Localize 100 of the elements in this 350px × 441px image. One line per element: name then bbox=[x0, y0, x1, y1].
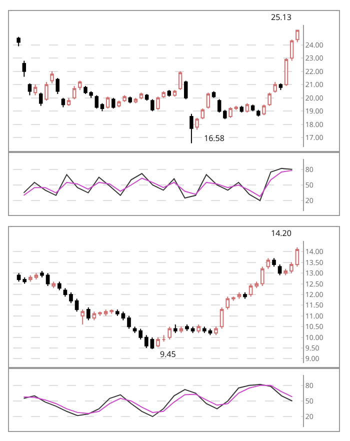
candlestick bbox=[295, 246, 300, 268]
candlestick bbox=[173, 324, 178, 334]
text: 25.13 bbox=[271, 12, 292, 23]
candlestick bbox=[217, 98, 222, 114]
candlestick bbox=[268, 92, 272, 106]
candlestick bbox=[74, 298, 79, 312]
candlestick bbox=[80, 308, 85, 325]
candlestick bbox=[223, 109, 227, 120]
candlestick bbox=[250, 104, 255, 112]
candlestick bbox=[296, 29, 300, 43]
candlestick bbox=[156, 96, 160, 110]
candlestick bbox=[202, 326, 206, 334]
candlestick bbox=[94, 94, 99, 110]
candlestick bbox=[284, 268, 288, 276]
candlestick bbox=[134, 97, 138, 104]
candlestick bbox=[72, 86, 76, 100]
annotation: 16.58 bbox=[204, 133, 225, 144]
candlestick bbox=[179, 326, 184, 334]
candlestick bbox=[86, 306, 90, 321]
candlestick bbox=[112, 97, 116, 110]
candlestick bbox=[178, 70, 182, 90]
candlestick bbox=[104, 308, 108, 316]
candlestick bbox=[132, 326, 137, 334]
candlestick bbox=[22, 60, 26, 78]
candlestick bbox=[150, 336, 154, 350]
candlestick bbox=[208, 328, 212, 336]
candlestick bbox=[127, 315, 131, 330]
candlestick bbox=[144, 93, 149, 102]
candlestick bbox=[220, 306, 224, 330]
candlestick bbox=[240, 105, 244, 114]
candlestick bbox=[63, 288, 68, 298]
candlestick bbox=[167, 89, 172, 98]
annotation: 9.45 bbox=[160, 349, 176, 360]
candlestick bbox=[138, 328, 143, 340]
line-series bbox=[23, 170, 293, 197]
candlestick bbox=[278, 82, 283, 90]
candlestick bbox=[289, 262, 294, 274]
candlestick bbox=[212, 90, 216, 98]
candlestick bbox=[66, 97, 71, 106]
candlestick bbox=[245, 102, 250, 114]
candlestick bbox=[150, 98, 154, 112]
candlestick bbox=[121, 311, 126, 321]
candlestick bbox=[260, 266, 264, 286]
candlestick bbox=[28, 82, 32, 96]
candlestick bbox=[128, 96, 132, 104]
candlestick bbox=[196, 324, 201, 334]
candlestick bbox=[33, 84, 38, 96]
candlestick bbox=[78, 80, 82, 90]
candlestick bbox=[190, 326, 195, 334]
candlestick bbox=[290, 39, 294, 62]
candlestick bbox=[139, 92, 144, 100]
candlestick bbox=[16, 36, 20, 47]
candlestick bbox=[206, 92, 210, 110]
candlestick bbox=[98, 311, 102, 316]
candlestick bbox=[195, 117, 199, 130]
candlestick bbox=[262, 104, 266, 116]
candlestick bbox=[272, 258, 276, 268]
candlestick bbox=[266, 258, 270, 270]
candlestick bbox=[231, 296, 236, 302]
candlestick bbox=[256, 109, 260, 117]
candlestick bbox=[46, 272, 50, 286]
candlestick bbox=[214, 326, 218, 336]
candlestick bbox=[248, 283, 253, 298]
candlestick bbox=[168, 326, 172, 340]
candlestick bbox=[226, 296, 230, 310]
candlestick bbox=[92, 311, 96, 321]
text: 14.20 bbox=[271, 228, 292, 239]
candlestick bbox=[254, 281, 259, 289]
candlestick bbox=[172, 89, 177, 98]
candlestick bbox=[69, 292, 73, 304]
candlestick bbox=[185, 324, 189, 332]
candlestick bbox=[22, 276, 27, 284]
candlestick bbox=[122, 94, 126, 102]
candlestick bbox=[115, 308, 120, 316]
candlestick bbox=[28, 274, 32, 282]
candlestick bbox=[110, 308, 114, 314]
candlestick bbox=[56, 78, 60, 94]
candlestick bbox=[278, 264, 282, 276]
candlestick bbox=[39, 92, 43, 106]
candlestick bbox=[237, 292, 242, 300]
line-series bbox=[23, 168, 293, 202]
candlestick bbox=[284, 58, 288, 86]
candlestick bbox=[162, 334, 166, 342]
candlestick bbox=[106, 96, 110, 110]
candlestick bbox=[50, 70, 54, 84]
candlestick bbox=[144, 334, 148, 349]
candlestick bbox=[200, 108, 204, 120]
candlestick bbox=[61, 97, 66, 108]
candlestick bbox=[190, 113, 194, 144]
candlestick bbox=[243, 292, 247, 300]
candlestick bbox=[52, 281, 56, 289]
candlestick bbox=[162, 90, 166, 98]
candlestick bbox=[184, 80, 188, 100]
candlestick bbox=[40, 270, 44, 278]
candlestick bbox=[44, 82, 48, 102]
candlestick bbox=[34, 272, 38, 280]
candlestick bbox=[156, 336, 160, 348]
candlestick bbox=[273, 82, 277, 94]
candlestick bbox=[100, 102, 104, 112]
candlestick bbox=[16, 272, 21, 282]
